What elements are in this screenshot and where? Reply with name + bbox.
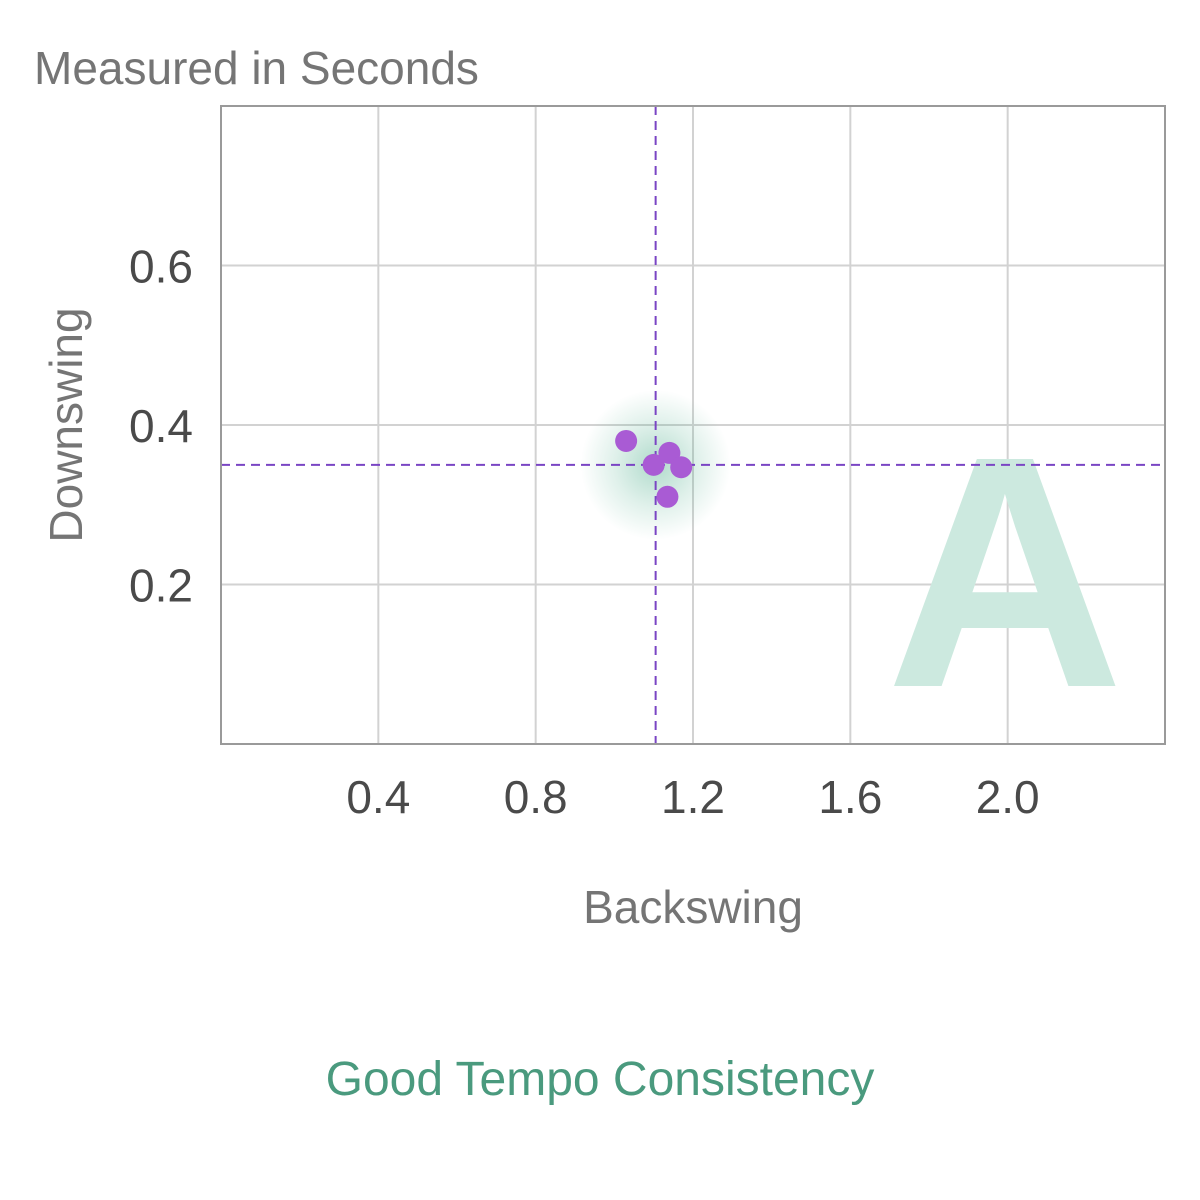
data-point: [670, 456, 693, 479]
data-points: [615, 429, 693, 508]
x-tick-label: 0.8: [504, 771, 568, 823]
y-tick-label: 0.2: [129, 560, 193, 612]
plot-frame: [220, 105, 1166, 745]
x-axis-label: Backswing: [583, 881, 803, 933]
y-tick-labels: 0.2 0.4 0.6: [129, 241, 193, 612]
y-tick-label: 0.4: [129, 400, 193, 452]
y-tick-label: 0.6: [129, 241, 193, 293]
tempo-rating-text: Good Tempo Consistency: [326, 1053, 875, 1106]
grade-letter: A: [886, 387, 1124, 756]
mean-lines: [221, 106, 1165, 744]
data-point: [656, 485, 679, 508]
x-tick-label: 1.2: [661, 771, 725, 823]
x-tick-label: 2.0: [976, 771, 1040, 823]
x-tick-labels: 0.4 0.8 1.2 1.6 2.0: [346, 771, 1039, 823]
data-point: [615, 429, 638, 452]
x-tick-label: 0.4: [346, 771, 410, 823]
x-tick-label: 1.6: [818, 771, 882, 823]
y-axis-label: Downswing: [40, 307, 92, 542]
data-point: [642, 453, 665, 476]
chart-subtitle: Measured in Seconds: [34, 42, 479, 94]
